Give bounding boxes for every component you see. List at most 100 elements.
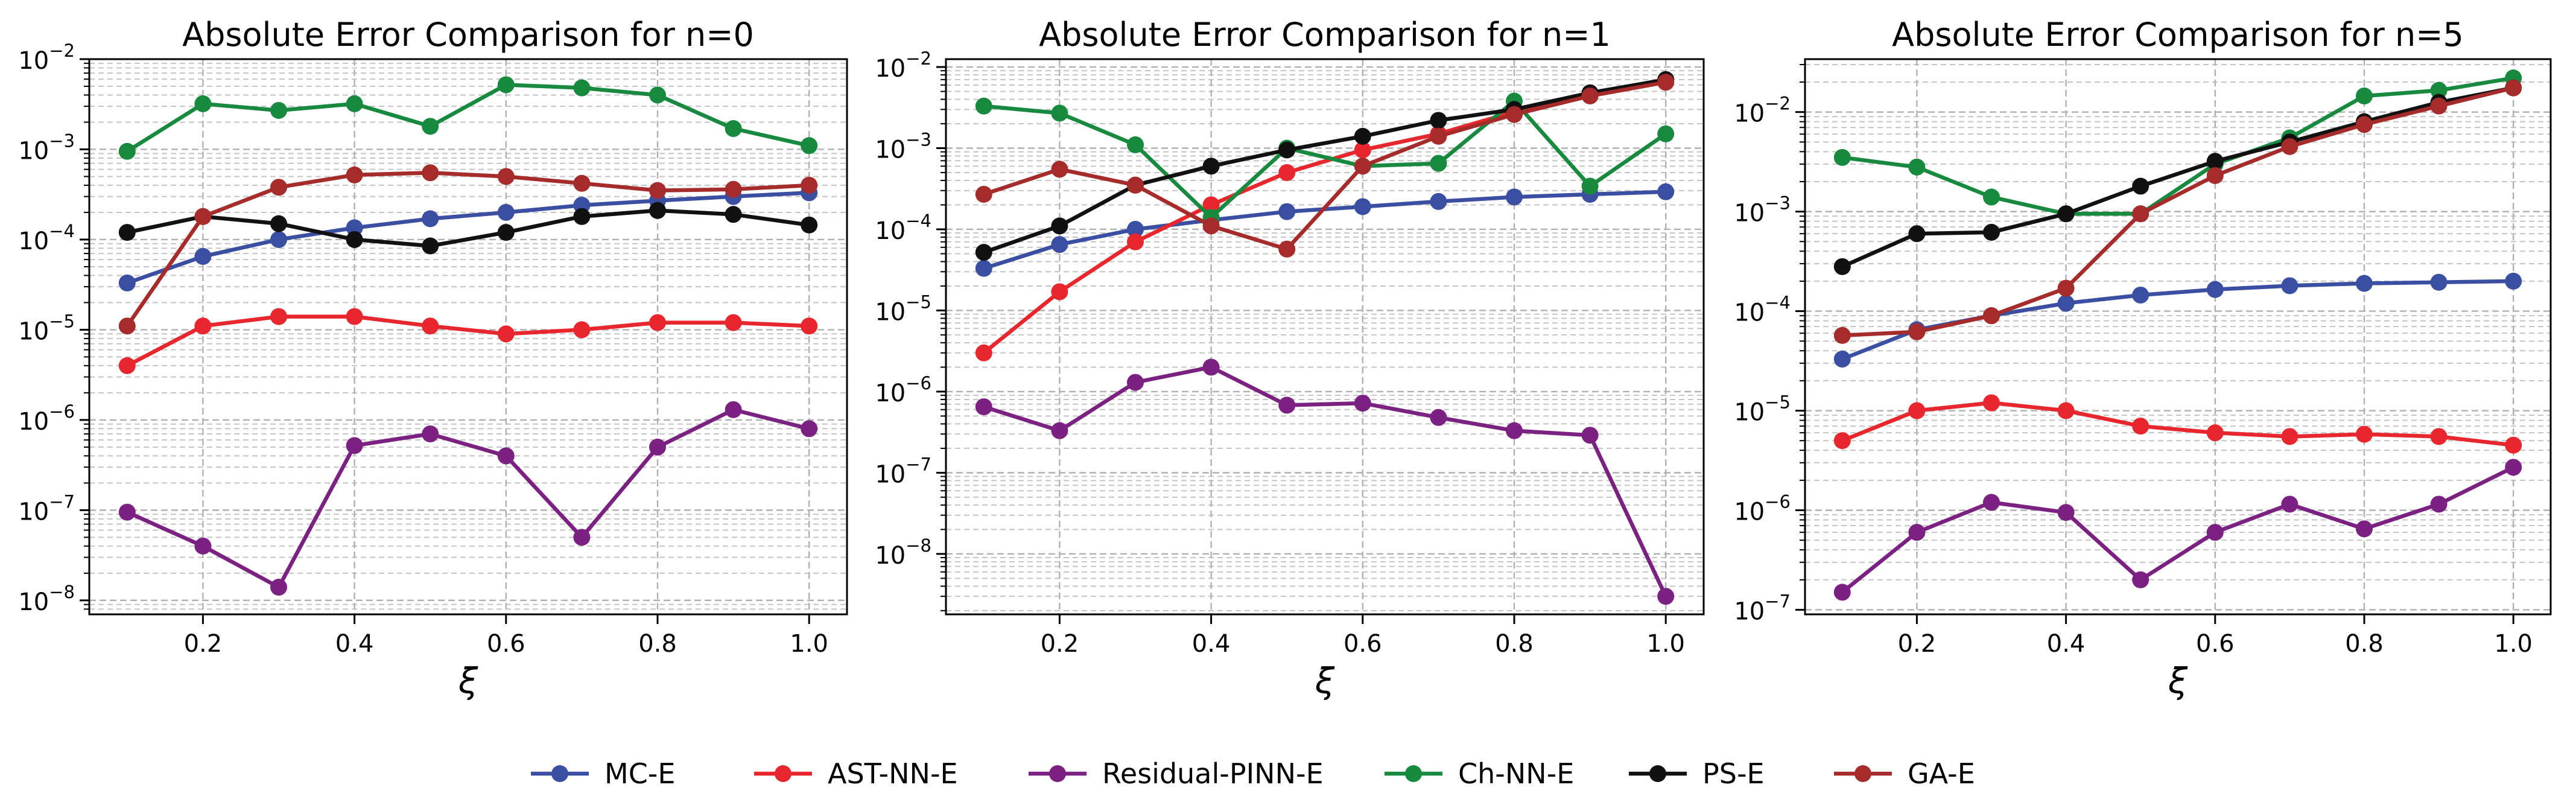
data-point [497,203,515,221]
x-axis-label: ξ [458,660,478,701]
data-point [2356,520,2373,538]
data-point [1908,323,1926,340]
data-point [1983,223,2000,241]
plot-frame [88,58,848,616]
y-tick-label: 10−5 [18,311,75,345]
series-line [126,314,810,368]
data-point [801,216,818,234]
data-point [1657,183,1675,200]
series-line [1841,279,2514,361]
x-tick-label: 0.4 [2047,630,2086,658]
y-tick-label: 10−3 [1734,193,1791,228]
data-point [118,224,136,241]
y-tick-label: 10−2 [1734,94,1791,128]
data-point [2132,286,2149,304]
y-tick-label: 10−7 [875,454,931,488]
data-point [118,317,136,335]
data-point [975,344,992,361]
series-ga-e [1833,79,2522,344]
data-point [1278,203,1296,220]
data-point [2057,294,2075,312]
y-tick-label: 10−7 [1734,591,1791,625]
data-point [118,357,136,374]
series-ch-nn-e [1833,69,2522,223]
series-ps-e [118,202,818,255]
data-point [1908,524,1926,541]
chart-title: Absolute Error Comparison for n=0 [182,16,754,54]
plot-frame [1804,58,2552,616]
data-point [2430,81,2448,99]
data-point [801,317,818,335]
x-tick-label: 0.4 [1192,630,1231,658]
y-tick-label: 10−4 [875,211,931,245]
data-point [725,206,742,223]
data-point [118,274,136,291]
data-point [1354,127,1371,145]
data-point [1833,258,1851,275]
data-point [2132,418,2149,435]
data-point [1430,409,1447,426]
series-line [1841,86,2514,269]
data-point [649,314,666,331]
y-tick-label: 10−4 [18,221,75,255]
data-point [2356,116,2373,133]
series-line [983,77,1666,255]
data-point [975,244,992,261]
plot-frame [945,58,1705,616]
data-point [1833,432,1851,450]
data-point [2356,425,2373,443]
series-line [125,171,810,328]
data-point [2132,205,2149,223]
data-point [1430,154,1447,172]
data-point [2505,272,2522,290]
data-point [573,79,591,97]
data-point [2057,402,2075,419]
data-point [422,425,439,443]
x-tick-label: 0.8 [638,630,677,658]
data-point [1657,74,1675,91]
data-point [2281,495,2298,513]
series-mc-e [1833,272,2522,368]
series-line [126,191,810,285]
data-point [2430,495,2448,513]
data-point [2356,275,2373,292]
data-point [1983,188,2000,206]
y-tick-label: 10−5 [1734,392,1791,427]
data-point [194,537,212,555]
legend-label: Residual-PINN-E [1102,757,1324,790]
data-point [975,259,992,277]
y-tick-label: 10−8 [875,535,931,570]
series-line [126,407,810,590]
x-tick-label: 0.2 [1898,630,1937,658]
chart-panel-1: 10−8 10−7 10−6 10−5 10−4 10−3 10−2 0.2 0.4 0.6 0.8… [875,16,1705,701]
x-tick-label: 0.2 [1041,630,1079,658]
data-point [194,247,212,265]
data-point [649,86,666,104]
data-point [801,420,818,438]
data-point [975,398,992,416]
data-point [346,166,363,183]
y-tick-label: 10−3 [18,130,75,165]
data-point [1354,198,1371,215]
data-point [1581,87,1599,104]
x-tick-label: 0.4 [335,630,374,658]
series-ga-e [975,74,1675,258]
data-point [346,231,363,248]
data-point [725,314,742,331]
legend: MC-E AST-NN-E Residual-PINN-E Ch-NN-E PS-E GA… [531,757,1975,790]
data-point [2356,88,2373,105]
data-point [422,210,439,228]
data-point [649,182,666,199]
data-point [346,95,363,112]
data-point [1202,196,1220,214]
data-point [2505,436,2522,454]
series-ch-nn-e [118,76,818,160]
data-point [270,308,287,325]
data-point [1833,326,1851,344]
data-point [270,215,287,232]
data-point [1908,158,1926,176]
legend-item-ga-e: GA-E [1834,757,1975,790]
data-point [2206,153,2224,170]
data-point [2430,97,2448,115]
data-point [1581,177,1599,195]
